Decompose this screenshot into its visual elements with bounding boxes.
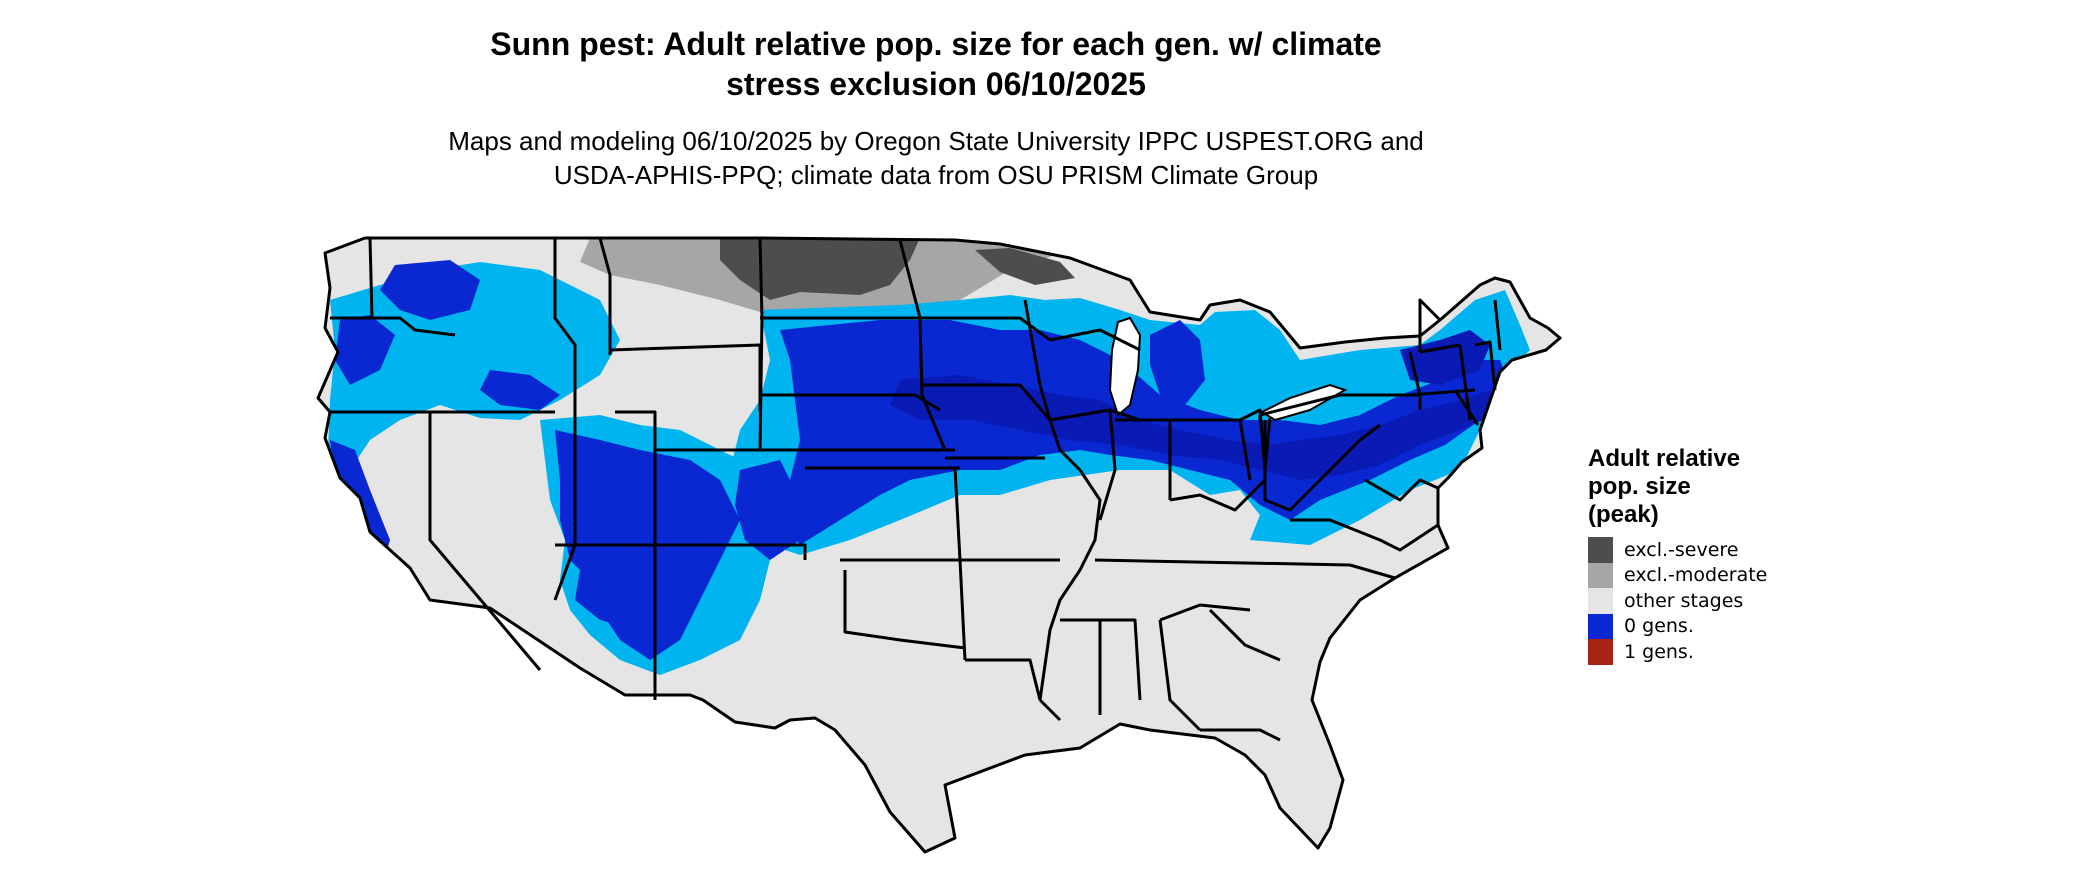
excl-severe-region-mn [975, 248, 1075, 285]
legend-items: excl.-severe excl.-moderate other stages 0 … [1588, 537, 1767, 665]
legend-title: Adult relative pop. size (peak) [1588, 445, 1767, 529]
legend-item: 1 gens. [1588, 639, 1767, 665]
legend-item: other stages [1588, 588, 1767, 614]
legend-item: 0 gens. [1588, 613, 1767, 639]
legend-title-line-2: pop. size [1588, 473, 1691, 500]
map-title: Sunn pest: Adult relative pop. size for … [0, 24, 1872, 104]
lake-erie-gap [1259, 383, 1348, 422]
legend-label: excl.-moderate [1624, 564, 1768, 587]
map-subtitle-line-2: USDA-APHIS-PPQ; climate data from OSU PR… [553, 160, 1319, 190]
legend-title-line-1: Adult relative [1588, 445, 1741, 472]
map-subtitle-line-1: Maps and modeling 06/10/2025 by Oregon S… [448, 126, 1424, 156]
legend-item: excl.-severe [1588, 537, 1767, 563]
dark-blue-michigan [1150, 320, 1205, 405]
lake-michigan [1108, 316, 1142, 417]
dark-blue-corn-belt [890, 375, 1495, 480]
legend-label: 0 gens. [1624, 615, 1694, 638]
map-title-line-1: Sunn pest: Adult relative pop. size for … [490, 26, 1382, 62]
legend-swatch [1588, 588, 1613, 614]
legend-swatch [1588, 562, 1613, 588]
excl-severe-region [720, 238, 920, 300]
dark-blue-northeast [1400, 330, 1490, 385]
legend-label: excl.-severe [1624, 538, 1739, 561]
legend-swatch [1588, 613, 1613, 639]
legend-swatch [1588, 537, 1613, 563]
state-borders [316, 236, 1562, 854]
legend-label: 1 gens. [1624, 640, 1694, 663]
legend-item: excl.-moderate [1588, 562, 1768, 588]
blue-oregon [335, 315, 395, 385]
legend-label: other stages [1624, 589, 1744, 612]
legend-swatch [1588, 639, 1613, 665]
blue-northwest [380, 260, 480, 320]
legend-title-line-3: (peak) [1588, 501, 1659, 528]
blue-arizona [575, 560, 660, 630]
map-subtitle: Maps and modeling 06/10/2025 by Oregon S… [0, 124, 1872, 192]
legend-panel: Adult relative pop. size (peak) excl.-se… [1588, 445, 1767, 665]
map-title-line-2: stress exclusion 06/10/2025 [726, 66, 1146, 102]
blue-great-basin [480, 370, 560, 410]
light-blue-northwest [328, 262, 620, 570]
blue-southeast-plains [735, 460, 800, 560]
